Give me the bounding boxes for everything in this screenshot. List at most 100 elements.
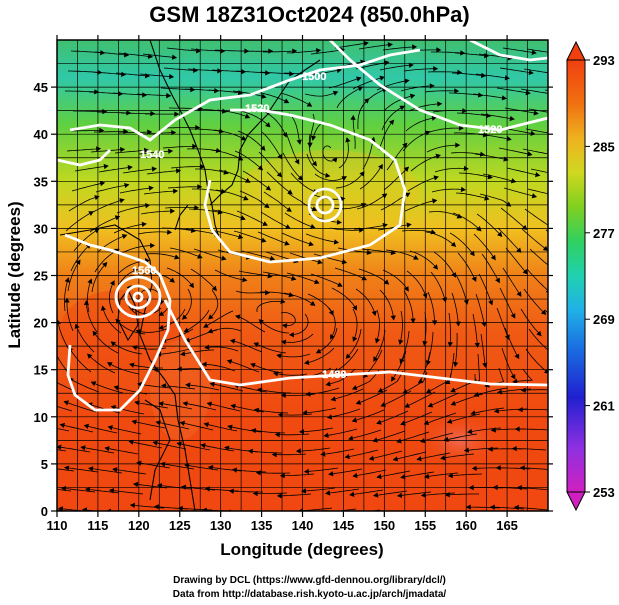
- streamline-arrow: [325, 172, 331, 178]
- streamline: [515, 428, 548, 431]
- streamline-arrow: [176, 441, 182, 447]
- streamline-arrow: [376, 419, 382, 425]
- streamline-arrow: [228, 488, 234, 494]
- streamline: [334, 267, 367, 281]
- y-tick-label: 0: [41, 504, 48, 519]
- streamline-arrow: [206, 401, 212, 407]
- streamline: [165, 127, 200, 129]
- streamline: [280, 92, 312, 107]
- streamline: [281, 232, 314, 246]
- streamline-arrow: [547, 380, 548, 381]
- streamline-arrow: [547, 227, 548, 229]
- streamline: [358, 268, 389, 285]
- streamline: [180, 422, 214, 431]
- streamline-arrow: [363, 40, 369, 47]
- streamline: [546, 369, 548, 372]
- streamline-arrow: [550, 92, 554, 96]
- streamline: [162, 227, 196, 232]
- colorbar-max-arrow: [566, 40, 586, 61]
- streamline: [192, 108, 227, 113]
- streamline: [353, 224, 388, 230]
- streamline: [209, 229, 243, 239]
- streamline: [352, 308, 358, 342]
- streamline: [114, 149, 149, 154]
- streamline: [304, 91, 338, 97]
- streamline-arrow: [265, 289, 271, 296]
- streamline-arrow: [514, 353, 520, 360]
- streamline: [284, 212, 316, 229]
- streamline: [329, 227, 364, 231]
- streamline: [314, 173, 347, 181]
- streamline-arrow: [88, 466, 94, 472]
- streamline-arrow: [404, 78, 410, 84]
- x-tick-label: 120: [128, 518, 150, 533]
- streamline: [432, 110, 467, 113]
- streamline: [102, 305, 122, 334]
- streamline-arrow: [460, 186, 466, 193]
- streamline-arrow: [197, 184, 203, 190]
- streamline-arrow: [357, 86, 364, 92]
- streamline-arrow: [158, 311, 165, 316]
- streamline: [498, 147, 532, 156]
- streamline-arrow: [142, 92, 148, 98]
- streamline: [328, 468, 363, 475]
- streamline-arrow: [468, 484, 474, 491]
- streamline: [296, 447, 331, 452]
- streamline: [193, 248, 227, 260]
- streamline: [472, 93, 507, 99]
- x-tick-label: 155: [414, 518, 436, 533]
- colorbar-tick-label: 285: [593, 139, 615, 154]
- streamline: [163, 67, 198, 71]
- streamline: [162, 146, 197, 149]
- streamline: [408, 103, 442, 112]
- streamline: [68, 377, 100, 393]
- streamline: [306, 153, 330, 177]
- streamline: [87, 278, 92, 313]
- streamline: [276, 353, 311, 358]
- streamline: [121, 245, 155, 254]
- streamline: [190, 48, 225, 52]
- streamline-arrow: [265, 185, 272, 191]
- streamline-arrow: [188, 282, 194, 289]
- streamline-arrow: [64, 465, 70, 471]
- streamline-arrow: [349, 491, 355, 497]
- streamline: [69, 130, 104, 132]
- streamline-arrow: [38, 486, 42, 490]
- streamline: [66, 298, 74, 332]
- streamline: [425, 231, 456, 247]
- x-tick-label: 160: [455, 518, 477, 533]
- streamline: [73, 110, 107, 113]
- streamline: [145, 253, 180, 259]
- streamline-arrow: [279, 472, 285, 479]
- streamline: [320, 448, 355, 455]
- streamline: [94, 51, 129, 56]
- streamline-arrow: [404, 402, 410, 408]
- streamline: [207, 402, 241, 412]
- streamline-arrow: [378, 163, 383, 170]
- streamline-arrow: [463, 447, 470, 453]
- streamline-arrow: [333, 239, 340, 245]
- streamline: [136, 327, 170, 333]
- streamline: [348, 429, 382, 440]
- streamline: [281, 333, 314, 343]
- streamline-arrow: [194, 205, 200, 211]
- x-tick-label: 145: [333, 518, 355, 533]
- streamline-arrow: [132, 345, 138, 351]
- streamline-arrow: [444, 492, 450, 498]
- streamline-arrow: [59, 422, 66, 429]
- contour-labels: 1500 1520 1540 1560 1480 1520: [132, 71, 503, 381]
- streamline: [110, 341, 143, 355]
- streamline-arrow: [87, 353, 93, 359]
- streamline-arrow: [535, 172, 541, 178]
- streamline: [256, 91, 289, 104]
- streamline: [361, 248, 396, 254]
- streamline-arrow: [467, 428, 473, 435]
- streamline-arrow: [252, 490, 258, 497]
- streamline: [58, 508, 87, 511]
- streamline-arrow: [147, 53, 154, 59]
- streamline-arrow: [511, 445, 517, 452]
- streamline-arrow: [332, 157, 338, 163]
- streamline-arrow: [302, 409, 308, 416]
- streamline-arrow: [402, 142, 408, 148]
- colorbar-tick-label: 269: [593, 312, 615, 327]
